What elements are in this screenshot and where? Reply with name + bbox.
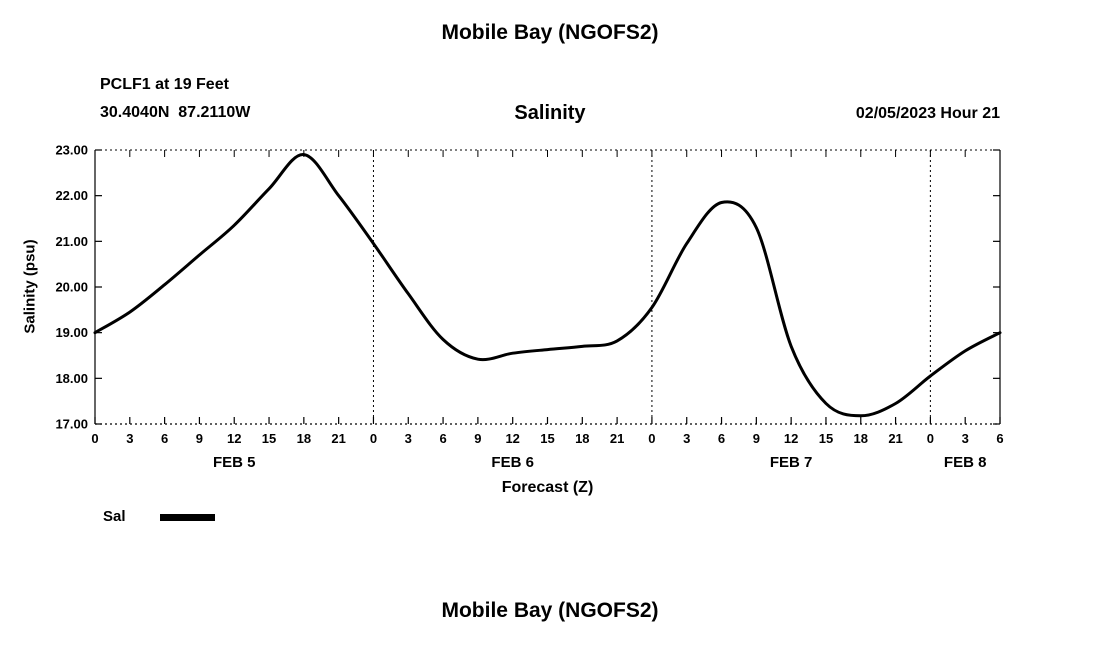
plot-area: 0 3 6 9 12 15 18 21 0 3 6 9 12 15 18 21 0 3 6 9 12 15 18 21 0 3 6 1… <box>55 143 1003 472</box>
x-tick-label: 21 <box>331 431 345 446</box>
day-label: FEB 6 <box>491 454 534 471</box>
x-tick-label: 6 <box>439 431 446 446</box>
x-tick-label: 3 <box>683 431 690 446</box>
salinity-series-line <box>93 153 1002 418</box>
y-tick-label: 20.00 <box>55 280 88 295</box>
x-tick-label: 0 <box>927 431 934 446</box>
x-tick-label: 21 <box>888 431 902 446</box>
x-tick-label: 3 <box>126 431 133 446</box>
x-tick-label: 3 <box>962 431 969 446</box>
x-tick-label: 18 <box>854 431 868 446</box>
y-tick-label: 23.00 <box>55 143 88 158</box>
x-tick-label: 18 <box>575 431 589 446</box>
plot-title: Salinity <box>514 102 586 124</box>
day-label: FEB 8 <box>944 454 987 471</box>
x-tick-label: 9 <box>753 431 760 446</box>
x-tick-label: 0 <box>370 431 377 446</box>
x-tick-label: 21 <box>610 431 624 446</box>
legend-line-swatch <box>160 514 215 521</box>
x-tick-label: 6 <box>996 431 1003 446</box>
y-tick-label: 22.00 <box>55 188 88 203</box>
x-tick-label: 9 <box>196 431 203 446</box>
x-tick-label: 12 <box>227 431 241 446</box>
legend-label: Sal <box>103 508 126 525</box>
station-coordinates: 30.4040N 87.2110W <box>100 104 251 121</box>
x-tick-label: 0 <box>91 431 98 446</box>
x-tick-label: 18 <box>297 431 311 446</box>
y-axis-label: Salinity (psu) <box>21 239 39 334</box>
forecast-issue-time: 02/05/2023 Hour 21 <box>855 105 1000 122</box>
x-tick-label: 6 <box>161 431 168 446</box>
x-tick-label: 15 <box>819 431 833 446</box>
y-tick-label: 21.00 <box>55 234 88 249</box>
y-tick-label: 17.00 <box>55 417 88 432</box>
x-tick-label: 12 <box>784 431 798 446</box>
x-tick-label: 15 <box>262 431 276 446</box>
y-tick-label: 19.00 <box>55 325 88 340</box>
day-label: FEB 7 <box>770 454 813 471</box>
x-tick-label: 0 <box>648 431 655 446</box>
x-tick-label: 6 <box>718 431 725 446</box>
y-tick-label: 18.00 <box>55 371 88 386</box>
day-label: FEB 5 <box>213 454 256 471</box>
x-tick-label: 3 <box>405 431 412 446</box>
next-page-title: Mobile Bay (NGOFS2) <box>441 599 659 622</box>
x-tick-label: 9 <box>474 431 481 446</box>
page-title: Mobile Bay (NGOFS2) <box>441 21 659 44</box>
station-name: PCLF1 at 19 Feet <box>100 76 229 93</box>
x-axis-label: Forecast (Z) <box>501 479 594 496</box>
x-tick-label: 12 <box>505 431 519 446</box>
x-tick-label: 15 <box>540 431 554 446</box>
